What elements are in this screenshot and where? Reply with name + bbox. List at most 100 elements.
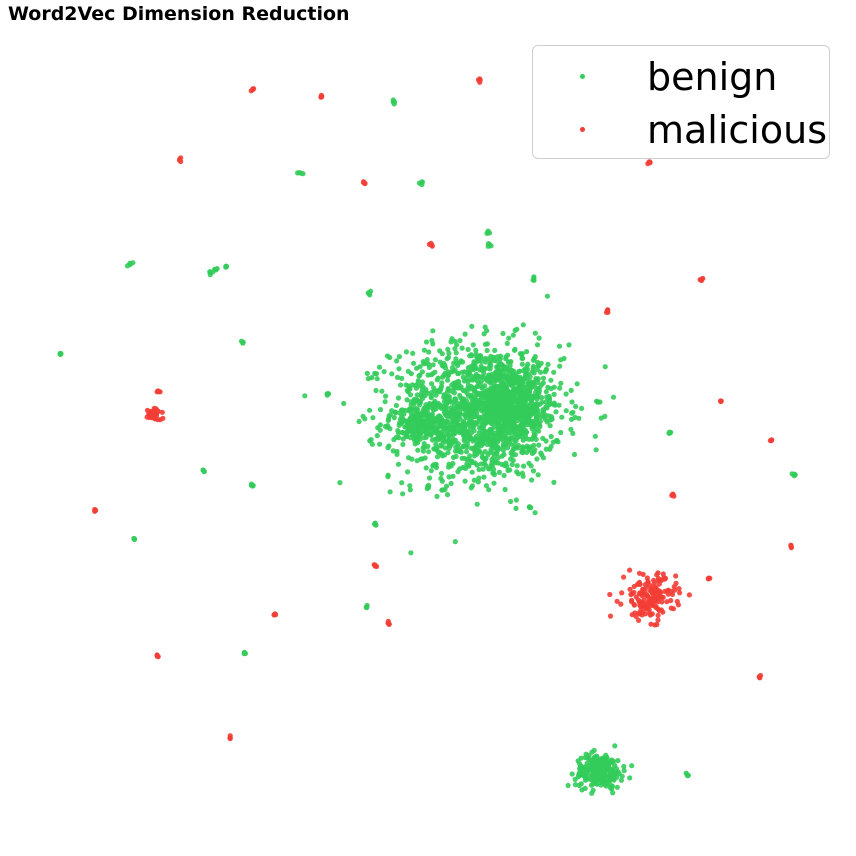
cluster-point-benign [443,418,449,424]
cluster-point-benign [442,445,448,451]
cluster-point-benign [501,472,507,479]
cluster-point-malicious [656,607,662,614]
cluster-point-benign [526,389,533,395]
cluster-point-benign [514,469,520,475]
cluster-point-benign [501,451,507,458]
cluster-point-benign [495,413,501,420]
cluster-point-benign [477,418,483,424]
cluster-point-benign [480,424,487,430]
cluster-point-benign [510,428,517,434]
cluster-point-benign [426,349,432,355]
cluster-point-benign [457,338,463,344]
cluster-point-benign [542,369,548,375]
cluster-point-benign [419,456,425,462]
cluster-point-benign [479,400,485,406]
cluster-point-benign [470,342,476,348]
cluster-point-benign [413,423,419,429]
cluster-point-benign [482,324,488,330]
cluster-point-benign [514,326,520,332]
scatter-point-benign [242,650,248,656]
cluster-point-malicious [660,571,666,577]
cluster-point-benign [609,768,615,774]
cluster-point-benign [536,442,542,448]
scatter-point-malicious [788,545,795,551]
cluster-point-benign [470,420,476,426]
cluster-point-benign [502,415,508,421]
cluster-point-benign [556,402,562,408]
cluster-point-benign [504,340,510,346]
cluster-point-benign [593,447,599,453]
cluster-point-benign [512,374,519,380]
cluster-point-benign [418,417,425,423]
cluster-point-benign [464,456,470,462]
cluster-point-malicious [655,570,661,576]
cluster-point-benign [505,430,512,436]
cluster-point-benign [402,418,409,424]
scatter-point-benign [488,243,494,249]
cluster-point-benign [445,373,451,379]
cluster-point-benign [543,399,549,405]
cluster-point-benign [535,359,541,365]
cluster-point-benign [453,444,459,450]
cluster-point-benign [429,381,435,387]
cluster-point-benign [374,376,380,382]
cluster-point-benign [450,460,456,467]
cluster-point-benign [577,761,583,767]
cluster-point-benign [382,399,388,405]
scatter-point-benign [240,340,246,346]
legend: benign malicious [532,45,830,159]
cluster-point-benign [479,414,485,420]
cluster-point-benign [604,761,610,767]
cluster-point-benign [476,380,482,386]
scatter-point-malicious [386,621,392,627]
cluster-point-benign [393,402,399,409]
cluster-point-benign [547,417,553,423]
cluster-point-malicious [633,594,639,600]
cluster-point-benign [517,384,523,390]
cluster-point-benign [454,400,460,406]
cluster-point-benign [589,749,595,755]
cluster-point-benign [535,376,541,382]
cluster-point-benign [528,463,534,469]
cluster-point-benign [525,395,531,401]
scatter-point-benign [223,263,230,270]
scatter-point-malicious [362,180,368,186]
cluster-point-benign [414,407,420,413]
cluster-point-benign [511,422,517,428]
cluster-point-benign [407,385,413,391]
scatter-point-benign [297,170,303,176]
cluster-point-benign [408,415,414,421]
cluster-point-benign [395,395,402,401]
scatter-point-malicious [768,437,775,444]
cluster-point-malicious [150,412,156,419]
cluster-point-benign [513,445,519,451]
cluster-point-benign [392,409,398,415]
cluster-point-malicious [636,617,642,624]
cluster-point-benign [435,449,441,455]
cluster-point-benign [439,478,445,484]
cluster-point-benign [507,467,513,473]
cluster-point-benign [426,475,433,481]
cluster-point-benign [423,465,429,471]
cluster-point-benign [462,478,468,484]
cluster-point-benign [486,487,492,493]
cluster-point-benign [373,371,380,377]
cluster-point-benign [408,550,414,556]
cluster-point-malicious [655,612,661,619]
cluster-point-benign [532,510,538,516]
cluster-point-benign [523,370,529,376]
cluster-point-benign [614,784,620,790]
cluster-point-benign [429,337,435,344]
cluster-point-benign [476,466,482,473]
cluster-point-benign [469,395,475,402]
cluster-point-benign [424,357,430,363]
cluster-point-benign [407,487,413,493]
cluster-point-benign [364,370,370,376]
cluster-point-benign [500,330,506,337]
scatter-point-malicious [227,735,233,741]
cluster-point-benign [443,483,450,489]
cluster-point-benign [441,392,447,398]
cluster-point-benign [544,405,550,411]
cluster-point-benign [385,417,391,424]
cluster-point-benign [452,346,458,352]
